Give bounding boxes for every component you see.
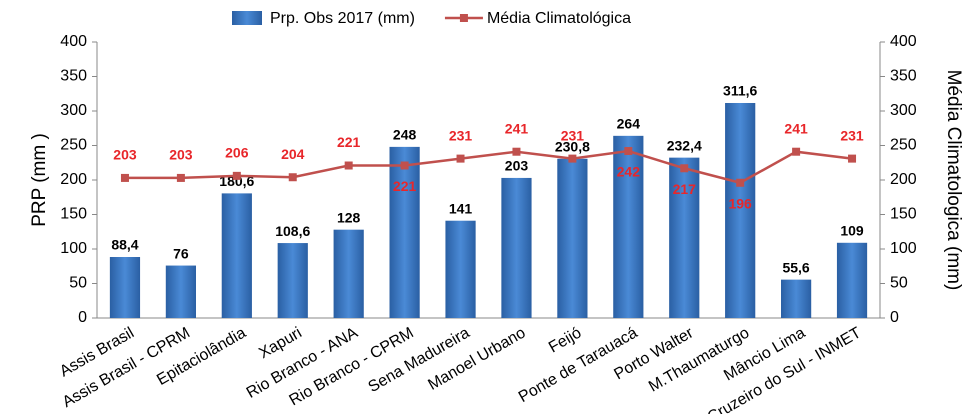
bar [221, 193, 252, 318]
y2-tick-label: 250 [890, 137, 917, 154]
bar-value-label: 128 [337, 209, 361, 225]
bar [501, 177, 532, 318]
line-value-label: 231 [840, 127, 864, 143]
line-marker [344, 161, 353, 170]
y2-tick-label: 50 [890, 275, 908, 292]
line-marker [512, 147, 521, 156]
bar-value-label: 141 [449, 200, 473, 216]
bar-value-label: 76 [173, 245, 189, 261]
y2-tick-label: 300 [890, 102, 917, 119]
line-marker [400, 161, 409, 170]
line-value-label: 242 [617, 164, 641, 180]
legend-swatch [459, 14, 468, 22]
line-value-label: 231 [449, 127, 473, 143]
line-value-label: 217 [673, 181, 697, 197]
line-value-label: 241 [784, 120, 808, 136]
line-value-label: 231 [561, 127, 585, 143]
y-tick-label: 400 [60, 33, 87, 50]
bar [165, 265, 196, 318]
bar-value-label: 264 [617, 116, 641, 132]
bar [389, 146, 420, 318]
y-tick-label: 250 [60, 137, 87, 154]
y-tick-label: 0 [78, 309, 87, 326]
y2-tick-label: 150 [890, 206, 917, 223]
line-value-label: 204 [281, 146, 305, 162]
line-value-label: 196 [728, 195, 752, 211]
line-value-label: 241 [505, 120, 529, 136]
bar [781, 279, 812, 318]
bar [333, 229, 364, 318]
line [124, 149, 853, 185]
legend-label: Prp. Obs 2017 (mm) [270, 10, 415, 27]
y2-tick-label: 400 [890, 33, 917, 50]
line-value-label: 203 [169, 147, 193, 163]
bar [277, 243, 308, 318]
y-tick-label: 300 [60, 102, 87, 119]
bar [836, 242, 868, 318]
line-marker [120, 173, 129, 182]
x-tick-label: Manoel Urbano [425, 324, 528, 393]
line-marker [624, 147, 633, 156]
x-tick-label: Feijó [546, 324, 585, 356]
bar [445, 220, 476, 318]
bar-value-label: 311,6 [723, 83, 757, 99]
bar [669, 157, 700, 318]
y2-tick-label: 0 [890, 309, 899, 326]
bar [613, 135, 644, 318]
y2-tick-label: 100 [890, 240, 917, 257]
bar-value-label: 108,6 [275, 223, 310, 239]
line-marker [288, 173, 297, 182]
line-marker [848, 154, 857, 163]
y-tick-label: 50 [69, 275, 87, 292]
bar-value-label: 203 [505, 158, 529, 174]
bar-value-label: 230,8 [555, 138, 590, 154]
legend-label: Média Climatológica [487, 10, 631, 27]
y-tick-label: 100 [60, 240, 87, 257]
y-tick-label: 150 [60, 206, 87, 223]
line-marker [680, 164, 689, 173]
y2-axis-title: Média Climatologica (mm) [943, 70, 964, 291]
bar-value-label: 88,4 [111, 237, 138, 253]
line-marker [176, 173, 185, 182]
legend-swatch [232, 11, 262, 25]
bar-value-label: 109 [840, 222, 864, 238]
line-marker [736, 178, 745, 187]
line-value-label: 221 [393, 178, 417, 194]
line-value-label: 221 [337, 134, 361, 150]
y-tick-label: 350 [60, 68, 87, 85]
line-value-label: 203 [113, 147, 137, 163]
bar-value-label: 248 [393, 127, 417, 143]
y2-tick-label: 200 [890, 171, 917, 188]
bar-value-label: 232,4 [667, 137, 702, 153]
line-marker [568, 154, 577, 163]
y2-tick-label: 350 [890, 68, 917, 85]
bar-value-label: 55,6 [782, 259, 809, 275]
bar [557, 158, 588, 318]
bar [109, 257, 141, 318]
y-axis-title: PRP (mm ) [29, 133, 50, 227]
line-marker [792, 147, 801, 156]
bar [725, 102, 756, 318]
line-marker [232, 171, 241, 180]
y-tick-label: 200 [60, 171, 87, 188]
line-value-label: 206 [225, 145, 249, 161]
line-marker [456, 154, 465, 163]
